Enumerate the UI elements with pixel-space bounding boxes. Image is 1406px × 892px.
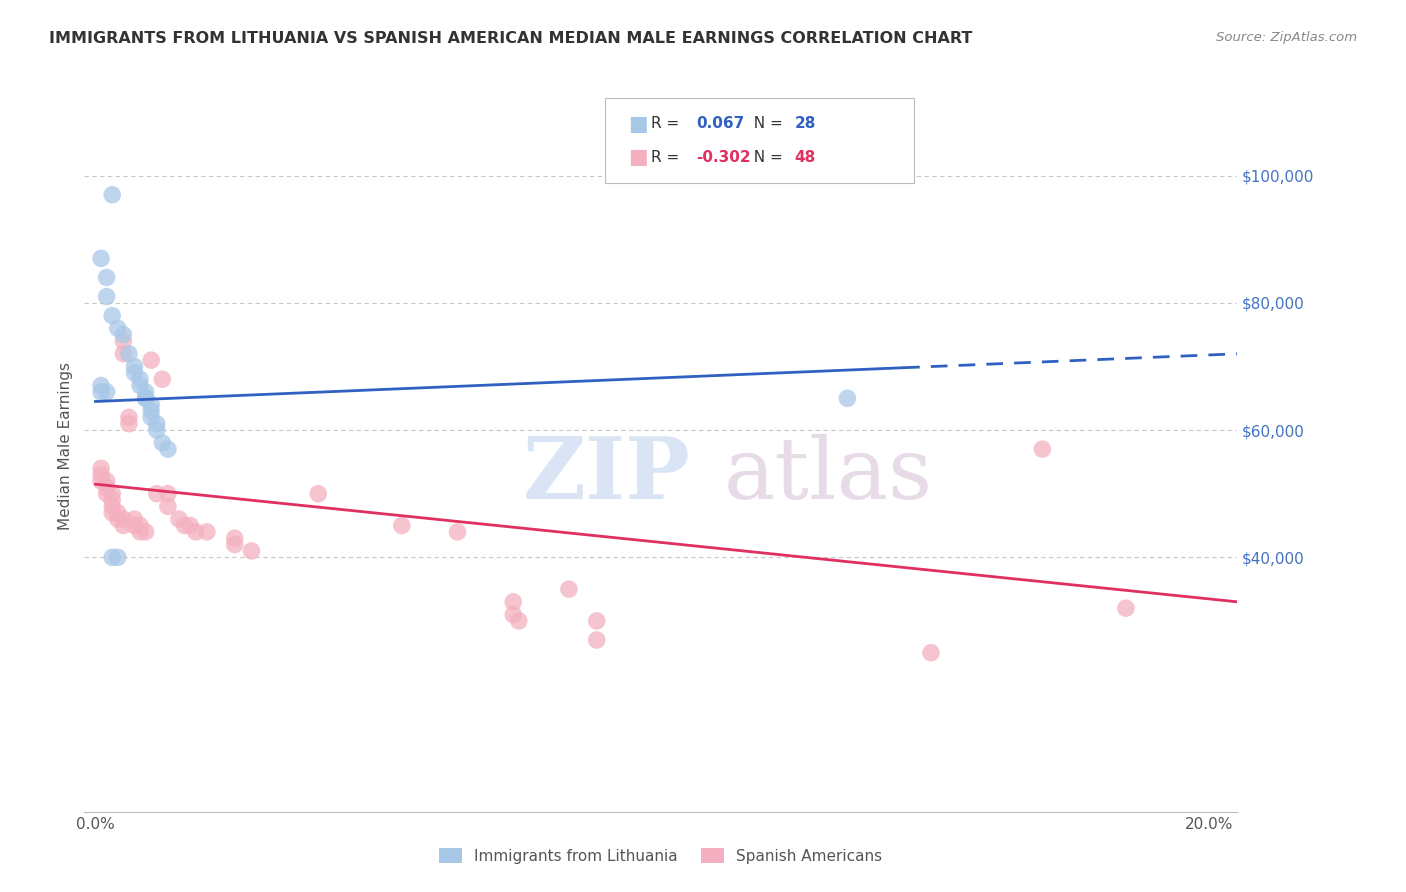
Point [112,327,135,342]
Point [508,614,530,628]
Legend: Immigrants from Lithuania, Spanish Americans: Immigrants from Lithuania, Spanish Ameri… [433,842,889,870]
Point [129,524,152,539]
Point [129,378,152,392]
Y-axis label: Median Male Earnings: Median Male Earnings [58,362,73,530]
Point [96,486,118,500]
Text: -0.302: -0.302 [696,150,751,165]
Text: IMMIGRANTS FROM LITHUANIA VS SPANISH AMERICAN MEDIAN MALE EARNINGS CORRELATION C: IMMIGRANTS FROM LITHUANIA VS SPANISH AME… [49,31,973,46]
Text: ■: ■ [628,147,648,167]
Point [150,372,173,386]
Point [101,309,124,323]
Point [1031,442,1053,457]
Point [112,334,135,348]
Point [129,372,152,386]
Point [585,614,607,628]
Text: 48: 48 [794,150,815,165]
Point [173,518,195,533]
Point [124,366,146,380]
Point [107,321,129,335]
Point [101,500,124,514]
Point [107,550,129,565]
Point [101,506,124,520]
Text: R =: R = [651,116,685,131]
Point [502,595,524,609]
Point [240,544,263,558]
Point [141,398,163,412]
Point [145,486,167,500]
Point [179,518,201,533]
Point [145,417,167,431]
Point [112,347,135,361]
Point [391,518,413,533]
Point [112,512,135,526]
Point [558,582,581,596]
Point [184,524,207,539]
Point [156,442,179,457]
Point [101,187,124,202]
Point [112,518,135,533]
Text: Source: ZipAtlas.com: Source: ZipAtlas.com [1216,31,1357,45]
Point [167,512,190,526]
Point [96,270,118,285]
Text: N =: N = [744,150,787,165]
Point [107,506,129,520]
Text: ■: ■ [628,114,648,134]
Point [90,252,112,266]
Point [1115,601,1137,615]
Point [129,518,152,533]
Point [101,493,124,508]
Point [107,512,129,526]
Point [135,392,157,406]
Point [118,410,141,425]
Point [837,392,859,406]
Point [502,607,524,622]
Point [135,392,157,406]
Point [124,512,146,526]
Point [96,289,118,303]
Point [145,423,167,437]
Point [307,486,329,500]
Point [90,474,112,488]
Point [101,486,124,500]
Point [135,524,157,539]
Point [585,632,607,647]
Point [195,524,218,539]
Point [141,353,163,368]
Point [90,461,112,475]
Text: R =: R = [651,150,685,165]
Point [118,417,141,431]
Point [96,480,118,494]
Text: 28: 28 [794,116,815,131]
Point [96,384,118,399]
Point [90,378,112,392]
Point [224,538,246,552]
Point [920,646,942,660]
Point [118,347,141,361]
Point [156,486,179,500]
Point [156,500,179,514]
Point [446,524,468,539]
Point [141,404,163,418]
Point [90,467,112,482]
Point [150,435,173,450]
Point [101,550,124,565]
Point [90,384,112,399]
Point [124,518,146,533]
Point [141,410,163,425]
Point [135,384,157,399]
Point [124,359,146,374]
Text: N =: N = [744,116,787,131]
Text: ZIP: ZIP [523,434,690,517]
Text: atlas: atlas [724,434,934,516]
Point [224,531,246,545]
Point [96,474,118,488]
Text: 0.067: 0.067 [696,116,744,131]
